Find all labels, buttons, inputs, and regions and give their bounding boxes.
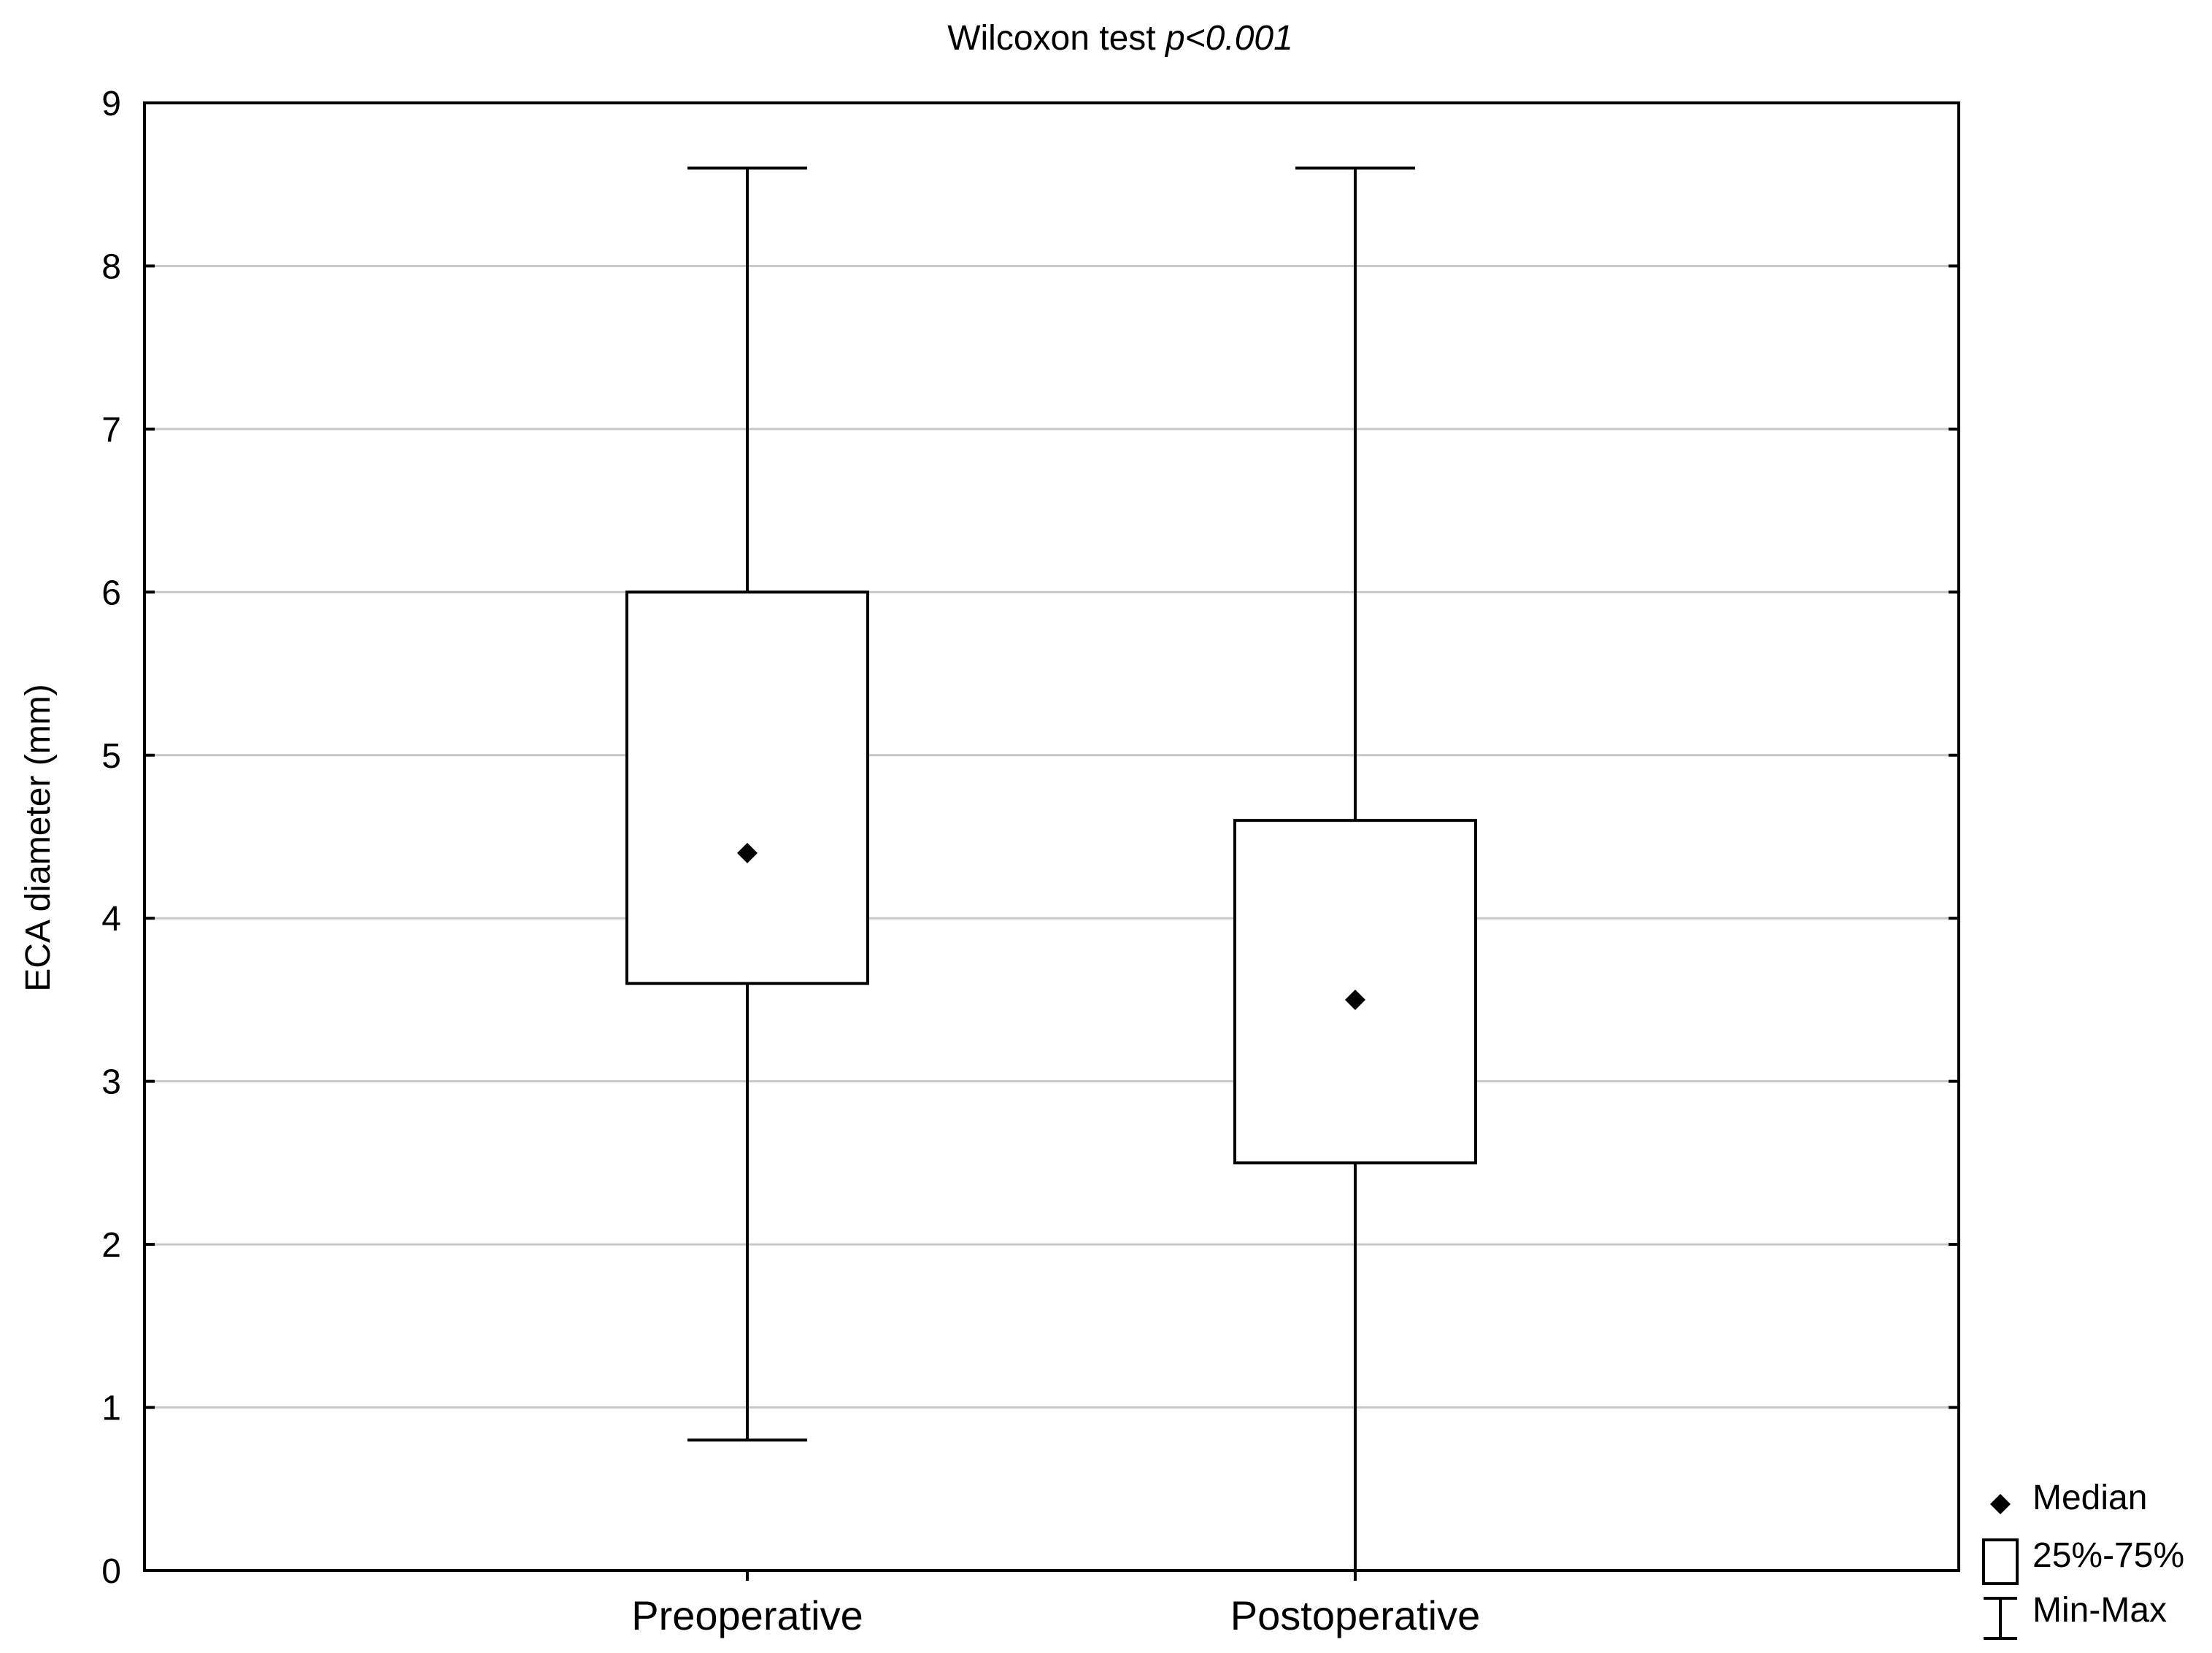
x-tick-label: Preoperative bbox=[631, 1592, 863, 1638]
y-tick-label: 3 bbox=[101, 1063, 121, 1102]
y-tick-label: 7 bbox=[101, 411, 121, 450]
x-axis-ticks: Preoperative Postoperative bbox=[631, 1571, 1480, 1638]
legend-box-label: 25%-75% bbox=[2032, 1536, 2184, 1575]
legend-whisker-marker bbox=[1984, 1597, 2017, 1640]
y-tick-label: 5 bbox=[101, 737, 121, 776]
legend-median-label: Median bbox=[2032, 1479, 2147, 1517]
chart-title: Wilcoxon test p<0.001 bbox=[947, 19, 1293, 58]
y-tick-label: 9 bbox=[101, 85, 121, 123]
y-tick-label: 0 bbox=[101, 1552, 121, 1591]
x-tick-label: Postoperative bbox=[1230, 1592, 1480, 1638]
legend-median-marker bbox=[1990, 1494, 2011, 1514]
box-postoperative bbox=[1233, 166, 1477, 1571]
y-axis-label: ECA diameter (mm) bbox=[19, 684, 58, 991]
legend: Median 25%-75% Min-Max bbox=[1982, 1479, 2184, 1640]
chart-title-pvalue: p<0.001 bbox=[1164, 19, 1293, 58]
box-preoperative bbox=[625, 166, 869, 1442]
median-marker bbox=[737, 842, 758, 863]
y-tick-label: 4 bbox=[101, 900, 121, 939]
boxes bbox=[625, 166, 1477, 1571]
iqr-box bbox=[625, 590, 869, 985]
plot-frame bbox=[143, 101, 1960, 1572]
y-axis-ticks: 0 1 2 3 4 5 6 7 8 9 bbox=[101, 85, 1959, 1591]
median-marker bbox=[1345, 989, 1365, 1010]
grid-lines bbox=[144, 264, 1959, 1409]
y-tick-label: 2 bbox=[101, 1226, 121, 1265]
legend-whisker-label: Min-Max bbox=[2032, 1591, 2167, 1630]
y-tick-label: 1 bbox=[101, 1390, 121, 1428]
y-tick-label: 6 bbox=[101, 574, 121, 612]
y-tick-label: 8 bbox=[101, 247, 121, 286]
legend-box-marker bbox=[1982, 1538, 2019, 1585]
